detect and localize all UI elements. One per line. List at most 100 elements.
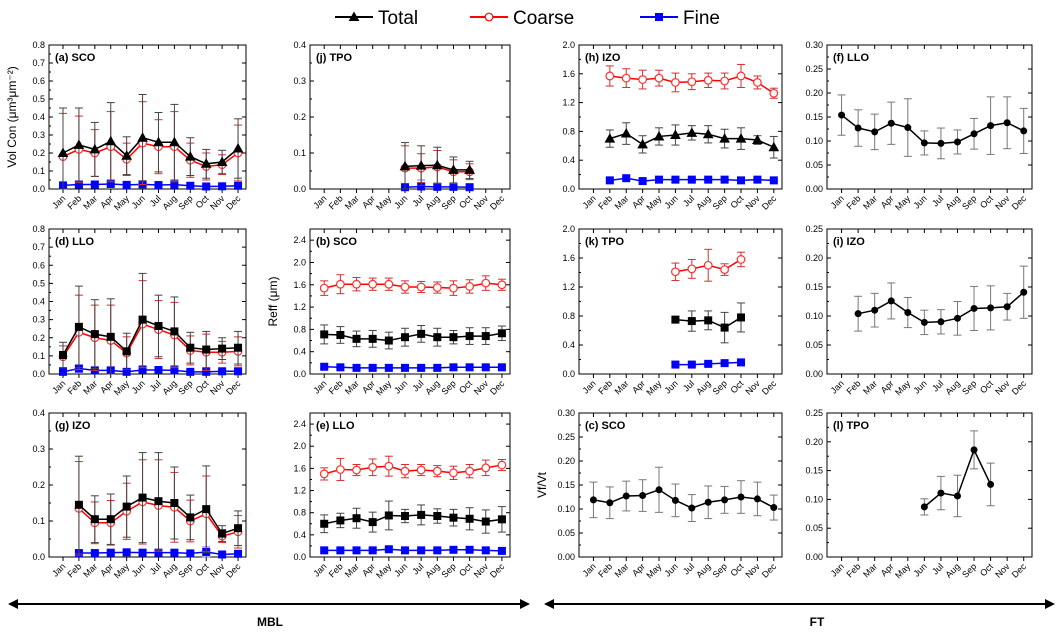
data-point xyxy=(987,122,995,130)
x-tick-label: Aug xyxy=(423,378,441,396)
series-line xyxy=(62,318,239,356)
data-point xyxy=(232,142,244,153)
data-point xyxy=(433,182,442,191)
arrow-head-right xyxy=(1045,599,1055,609)
x-tick-label: Mar xyxy=(861,378,879,396)
x-tick-label: Nov xyxy=(208,561,227,580)
data-point xyxy=(448,164,459,174)
data-point xyxy=(417,510,426,519)
x-tick-label: Jun xyxy=(130,193,147,210)
data-point xyxy=(106,515,115,524)
data-point xyxy=(449,513,458,522)
data-point xyxy=(154,366,163,375)
y-tick-label: 0.25 xyxy=(805,64,823,74)
data-point xyxy=(987,304,995,312)
x-tick-label: Jun xyxy=(911,378,928,395)
data-point xyxy=(218,550,227,559)
data-point xyxy=(1003,119,1011,127)
x-tick-label: May xyxy=(644,193,663,212)
data-point xyxy=(622,174,631,183)
x-tick-label: Apr xyxy=(879,561,896,578)
data-point xyxy=(687,360,696,369)
data-point xyxy=(769,88,779,98)
y-tick-label: 0.00 xyxy=(805,552,823,562)
x-tick-label: Jan xyxy=(311,378,328,395)
x-tick-label: Apr xyxy=(630,193,647,210)
y-tick-label: 0.7 xyxy=(32,58,45,68)
panel-a: 0.0 0.1 0.2 0.3 0.4 0.5 0.6 0.7 0.8 JanFebMarAprM… xyxy=(5,40,247,212)
y-tick-label: 1.6 xyxy=(562,253,575,263)
plot-frame xyxy=(578,412,783,558)
y-tick-label: 0.00 xyxy=(805,184,823,194)
x-tick-label: Jan xyxy=(50,561,67,578)
region-label: FT xyxy=(810,615,825,629)
data-point xyxy=(953,314,961,322)
x-tick-label: Jul xyxy=(930,561,945,576)
x-tick-label: Nov xyxy=(208,193,227,212)
x-tick-label: Oct xyxy=(728,193,745,210)
data-point xyxy=(752,134,763,145)
y-tick-label: 0.15 xyxy=(557,480,575,490)
data-point xyxy=(671,360,680,369)
x-tick-label: Nov xyxy=(472,193,491,212)
y-tick-label: 0.4 xyxy=(562,340,575,350)
data-point xyxy=(854,124,862,132)
x-tick-label: Dec xyxy=(224,378,243,397)
series-coarse xyxy=(319,455,507,482)
data-point xyxy=(384,336,393,345)
x-tick-label: Nov xyxy=(993,561,1012,580)
data-point xyxy=(90,549,99,558)
y-tick-label: 0.8 xyxy=(32,40,45,50)
y-tick-label: 0.00 xyxy=(557,552,575,562)
data-point xyxy=(319,283,329,293)
x-tick-label: Feb xyxy=(327,561,345,579)
y-tick-label: 0.8 xyxy=(562,126,575,136)
x-tick-label: Oct xyxy=(457,193,474,210)
data-point xyxy=(433,546,442,555)
y-tick-label: 2.0 xyxy=(562,224,575,234)
y-tick-label: 0.05 xyxy=(557,528,575,538)
x-tick-label: Apr xyxy=(360,193,377,210)
y-tick-label: 0.2 xyxy=(32,148,45,158)
data-point xyxy=(416,465,426,475)
y-tick-label: 0.6 xyxy=(32,260,45,270)
data-point xyxy=(736,71,746,81)
data-point xyxy=(465,466,475,476)
y-tick-label: 0.00 xyxy=(805,369,823,379)
data-point xyxy=(1020,127,1028,135)
panel-d: 0.0 0.1 0.2 0.3 0.4 0.5 0.6 0.7 0.8 JanFebMarAprM… xyxy=(32,224,247,397)
x-tick-label: Feb xyxy=(327,193,345,211)
data-point xyxy=(970,130,978,138)
data-point xyxy=(497,546,506,555)
x-tick-label: Nov xyxy=(743,193,762,212)
y-tick-label: 2.4 xyxy=(293,235,306,245)
series-vf-vt xyxy=(920,430,995,518)
x-tick-label: Dec xyxy=(488,561,507,580)
data-point xyxy=(384,363,393,372)
series-coarse xyxy=(605,63,779,99)
data-point xyxy=(154,321,163,330)
plot-frame xyxy=(309,412,511,558)
data-point xyxy=(319,469,329,479)
data-point xyxy=(400,363,409,372)
x-tick-label: Nov xyxy=(472,561,491,580)
data-point xyxy=(138,493,147,502)
series-fine xyxy=(605,174,778,186)
x-tick-label: Nov xyxy=(993,378,1012,397)
x-tick-label: Oct xyxy=(194,193,211,210)
y-tick-label: 0.0 xyxy=(32,184,45,194)
y-tick-label: 0.15 xyxy=(805,112,823,122)
data-point xyxy=(90,515,99,524)
series-coarse xyxy=(671,248,746,282)
series-total xyxy=(57,94,244,190)
data-point xyxy=(57,147,69,157)
data-point xyxy=(122,180,131,189)
x-tick-label: Jul xyxy=(148,193,163,208)
data-point xyxy=(400,512,409,521)
y-tick-label: 0.0 xyxy=(32,369,45,379)
y-tick-label: 0.0 xyxy=(562,369,575,379)
y-tick-label: 0.30 xyxy=(557,408,575,418)
series-total xyxy=(399,142,475,190)
data-point xyxy=(89,143,101,154)
